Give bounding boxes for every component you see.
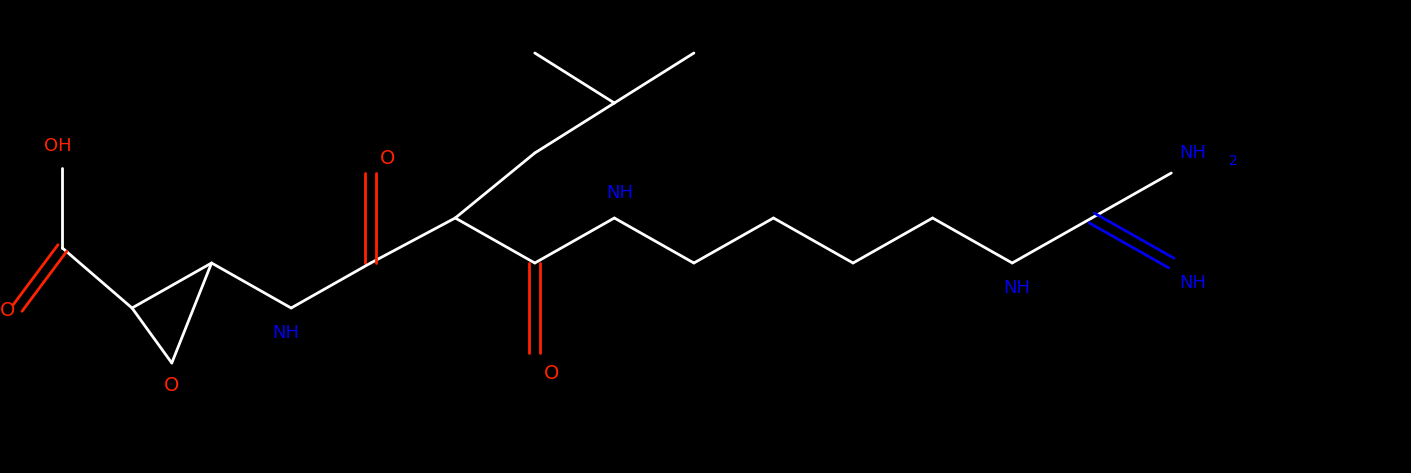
Text: NH: NH xyxy=(272,324,299,342)
Text: NH: NH xyxy=(605,184,634,202)
Text: OH: OH xyxy=(44,137,71,155)
Text: O: O xyxy=(164,376,179,394)
Text: NH: NH xyxy=(1180,274,1206,292)
Text: O: O xyxy=(0,300,16,319)
Text: NH: NH xyxy=(1003,279,1030,297)
Text: O: O xyxy=(545,363,559,383)
Text: 2: 2 xyxy=(1229,154,1237,168)
Text: NH: NH xyxy=(1180,144,1206,162)
Text: O: O xyxy=(380,149,395,167)
